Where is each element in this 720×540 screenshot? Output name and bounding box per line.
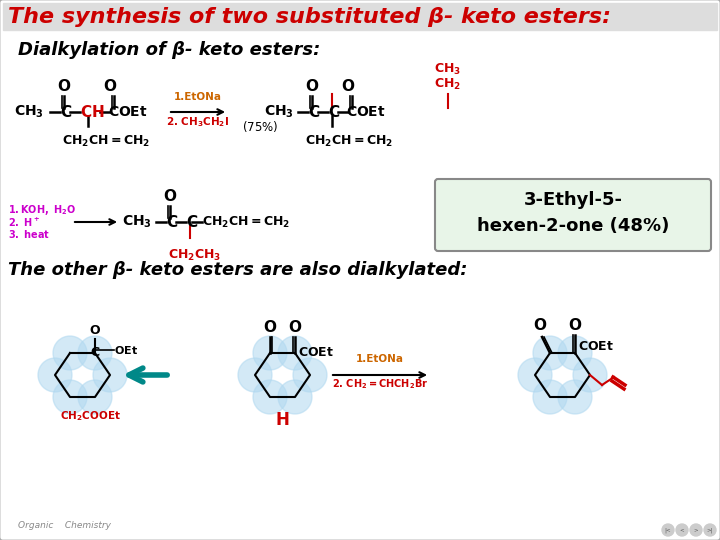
Text: $\mathbf{O}$: $\mathbf{O}$ (89, 324, 101, 337)
Text: $\mathbf{CH_2CH{=}CH_2}$: $\mathbf{CH_2CH{=}CH_2}$ (202, 214, 290, 230)
Text: 1.EtONa: 1.EtONa (174, 92, 222, 102)
Text: $\mathbf{COEt}$: $\mathbf{COEt}$ (346, 105, 386, 119)
Text: $\mathbf{C}$: $\mathbf{C}$ (186, 214, 198, 230)
Circle shape (558, 336, 592, 370)
Text: $\mathbf{C}$: $\mathbf{C}$ (328, 104, 340, 120)
Text: $\mathbf{O}$: $\mathbf{O}$ (568, 317, 582, 333)
Text: $\mathbf{O}$: $\mathbf{O}$ (163, 188, 177, 204)
Text: $\mathbf{O}$: $\mathbf{O}$ (57, 78, 71, 94)
Text: The synthesis of two substituted β- keto esters:: The synthesis of two substituted β- keto… (8, 7, 611, 27)
Text: $\mathbf{COEt}$: $\mathbf{COEt}$ (298, 347, 334, 360)
Circle shape (253, 336, 287, 370)
Text: <: < (680, 528, 684, 532)
Text: $\mathbf{CH_2CH{=}CH_2}$: $\mathbf{CH_2CH{=}CH_2}$ (62, 134, 150, 149)
Text: $\mathbf{COEt}$: $\mathbf{COEt}$ (578, 341, 614, 354)
Circle shape (704, 524, 716, 536)
Text: $\mathbf{CH_3}$: $\mathbf{CH_3}$ (122, 214, 152, 230)
Text: $\mathbf{O}$: $\mathbf{O}$ (533, 317, 547, 333)
Text: $\mathbf{C}$: $\mathbf{C}$ (60, 104, 72, 120)
Text: $\mathbf{C}$: $\mathbf{C}$ (308, 104, 320, 120)
Text: $\mathbf{CH}$: $\mathbf{CH}$ (80, 104, 104, 120)
Text: $\mathbf{CH_2CH{=}CH_2}$: $\mathbf{CH_2CH{=}CH_2}$ (305, 134, 393, 149)
Text: 2. $\mathbf{CH_3CH_2I}$: 2. $\mathbf{CH_3CH_2I}$ (166, 115, 230, 129)
Circle shape (518, 358, 552, 392)
Text: Dialkylation of β- keto esters:: Dialkylation of β- keto esters: (18, 41, 320, 59)
Circle shape (278, 336, 312, 370)
Text: >|: >| (707, 527, 714, 533)
Text: $\mathbf{1.KOH,\ H_2O}$: $\mathbf{1.KOH,\ H_2O}$ (8, 203, 76, 217)
Circle shape (78, 336, 112, 370)
Circle shape (93, 358, 127, 392)
Bar (3, 3, 717, 30)
Text: $\mathbf{CH_2COOEt}$: $\mathbf{CH_2COOEt}$ (60, 409, 121, 423)
Text: |<: |< (665, 527, 671, 533)
Text: $\mathbf{C}$: $\mathbf{C}$ (90, 347, 100, 360)
Circle shape (676, 524, 688, 536)
Circle shape (53, 336, 87, 370)
Circle shape (278, 380, 312, 414)
Circle shape (533, 336, 567, 370)
Circle shape (293, 358, 327, 392)
Text: The other β- keto esters are also dialkylated:: The other β- keto esters are also dialky… (8, 261, 467, 279)
Text: $\mathbf{CH_2CH_3}$: $\mathbf{CH_2CH_3}$ (168, 248, 221, 263)
Text: $(75\%)$: $(75\%)$ (242, 118, 279, 133)
Text: $\mathbf{C}$: $\mathbf{C}$ (166, 214, 178, 230)
Text: $\mathbf{OEt}$: $\mathbf{OEt}$ (114, 344, 138, 356)
Text: $\mathbf{CH_3}$: $\mathbf{CH_3}$ (14, 104, 44, 120)
Text: $\mathbf{CH_3}$: $\mathbf{CH_3}$ (264, 104, 294, 120)
Circle shape (253, 380, 287, 414)
Text: $\mathbf{O}$: $\mathbf{O}$ (288, 319, 302, 335)
Text: Organic    Chemistry: Organic Chemistry (18, 521, 111, 530)
Text: $\mathbf{CH_3}$: $\mathbf{CH_3}$ (434, 62, 462, 77)
Circle shape (38, 358, 72, 392)
Text: $\mathbf{O}$: $\mathbf{O}$ (263, 319, 277, 335)
Circle shape (573, 358, 607, 392)
Circle shape (690, 524, 702, 536)
Text: $\mathbf{O}$: $\mathbf{O}$ (103, 78, 117, 94)
Circle shape (662, 524, 674, 536)
Text: >: > (693, 528, 698, 532)
Text: $\mathbf{2.\ H^+}$: $\mathbf{2.\ H^+}$ (8, 215, 40, 228)
Text: 1.EtONa: 1.EtONa (356, 354, 404, 364)
Text: $\mathbf{COEt}$: $\mathbf{COEt}$ (108, 105, 148, 119)
Circle shape (533, 380, 567, 414)
Text: 3-Ethyl-5-
hexen-2-one (48%): 3-Ethyl-5- hexen-2-one (48%) (477, 191, 669, 235)
Text: $\mathbf{H}$: $\mathbf{H}$ (275, 411, 289, 429)
Text: $\mathbf{O}$: $\mathbf{O}$ (305, 78, 319, 94)
Circle shape (53, 380, 87, 414)
FancyBboxPatch shape (435, 179, 711, 251)
Circle shape (78, 380, 112, 414)
Circle shape (558, 380, 592, 414)
Text: $\mathbf{O}$: $\mathbf{O}$ (341, 78, 355, 94)
Text: $\mathbf{3.\ heat}$: $\mathbf{3.\ heat}$ (8, 228, 50, 240)
Text: $\mathbf{CH_2}$: $\mathbf{CH_2}$ (434, 77, 462, 92)
Circle shape (238, 358, 272, 392)
Text: 2. $\mathbf{CH_2{=}CHCH_2Br}$: 2. $\mathbf{CH_2{=}CHCH_2Br}$ (332, 377, 428, 391)
